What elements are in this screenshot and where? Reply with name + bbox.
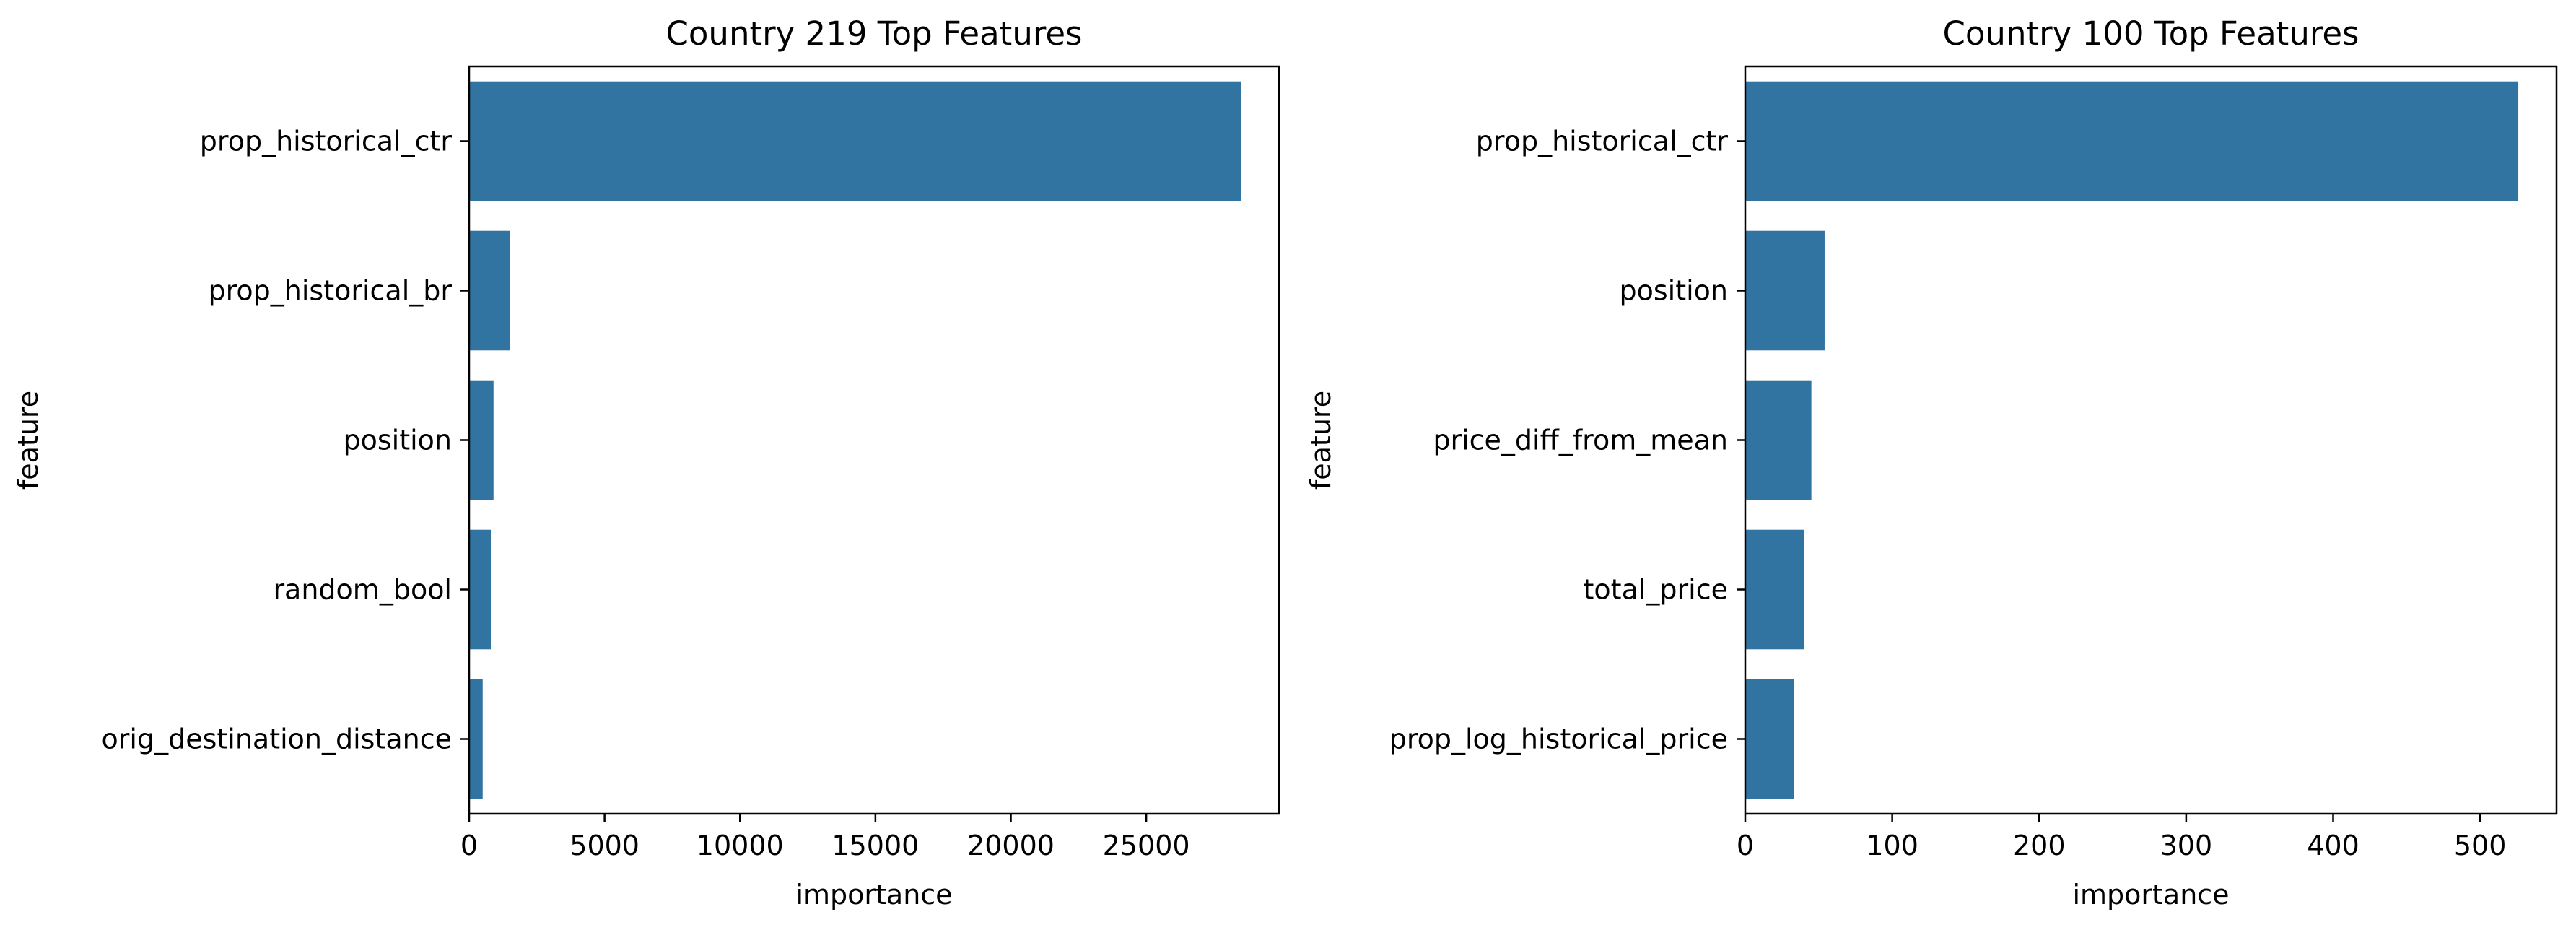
y-tick-group: prop_historical_ctr position price_diff_fr… [1389,126,1745,755]
y-tick-label: position [343,425,452,456]
bar-total-price [1745,529,1804,650]
y-axis-label: feature [12,391,44,490]
x-tick-group: 0 100 200 300 400 500 [1737,814,2506,861]
x-tick-label: 300 [2160,830,2213,861]
x-tick-label: 25000 [1103,830,1190,861]
bar-random-bool [469,529,492,650]
x-tick-label: 5000 [569,830,639,861]
y-tick-label: price_diff_from_mean [1433,425,1728,456]
x-tick-label: 15000 [831,830,919,861]
bar-price-diff-from-mean [1745,380,1812,500]
y-tick-label: total_price [1584,574,1728,606]
y-tick-label: prop_log_historical_price [1389,723,1728,755]
y-axis-label: feature [1305,391,1337,490]
bar-position [1745,230,1825,351]
bar-prop-log-historical-price [1745,679,1794,799]
x-tick-label: 0 [1737,830,1754,861]
bar-prop-historical-ctr [1745,81,2519,201]
x-tick-label: 200 [2013,830,2066,861]
bar-orig-destination-distance [469,679,483,799]
chart-title: Country 100 Top Features [1942,14,2359,53]
y-tick-label: prop_historical_ctr [1476,126,1729,157]
y-tick-label: orig_destination_distance [102,723,452,755]
bar-group [469,81,1241,799]
chart-title: Country 219 Top Features [665,14,1082,53]
y-tick-label: position [1619,275,1728,307]
x-axis-label: importance [795,879,952,911]
plot-frame [468,65,1280,815]
y-tick-group: prop_historical_ctr prop_historical_brpos… [102,126,469,755]
x-tick-label: 20000 [967,830,1055,861]
chart-panel-country-219: Country 219 Top Features importance feat… [12,14,1280,911]
bar-prop-historical-br [469,230,510,351]
chart-panel-country-100: Country 100 Top Features importance feat… [1305,14,2558,911]
bar-position [469,380,494,500]
plot-frame [1744,65,2558,815]
x-tick-label: 400 [2307,830,2359,861]
bar-prop-historical-ctr [469,81,1241,201]
y-tick-label: prop_historical_ctr [200,126,453,157]
x-tick-label: 10000 [697,830,784,861]
x-axis-label: importance [2072,879,2229,911]
x-tick-group: 0 5000 10000 15000 20000 25000 [460,814,1190,861]
x-tick-label: 100 [1866,830,1918,861]
x-tick-label: 0 [460,830,478,861]
x-tick-label: 500 [2454,830,2507,861]
y-tick-label: prop_historical_br [208,275,452,307]
bar-group [1745,81,2519,799]
y-tick-label: random_bool [273,574,452,606]
